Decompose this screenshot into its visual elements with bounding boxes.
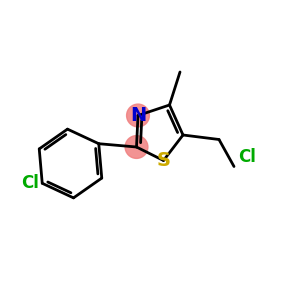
Text: Cl: Cl	[21, 174, 39, 192]
Circle shape	[125, 136, 148, 158]
Text: S: S	[157, 151, 170, 170]
Text: N: N	[130, 106, 146, 125]
Text: Cl: Cl	[238, 148, 256, 166]
Circle shape	[127, 104, 149, 127]
